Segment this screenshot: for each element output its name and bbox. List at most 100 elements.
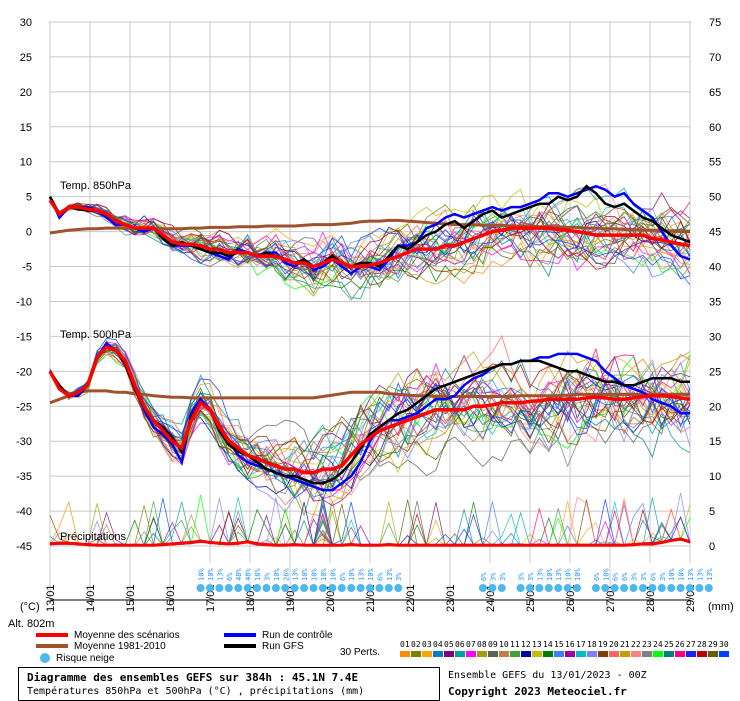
member-color-swatch [455,651,465,657]
left-unit-label: (°C) [20,601,40,613]
member-color-swatch [532,651,542,657]
snowflake-icon [620,584,629,592]
snow-label-bg [478,563,487,582]
info-box: Diagramme des ensembles GEFS sur 384h : … [18,667,440,701]
snow-risk-label: 13% [536,568,544,581]
snowflake-icon [488,584,497,592]
snow-label-bg [394,563,403,582]
member-number: 21 [620,640,630,649]
snow-label-bg [243,563,252,582]
left-tick-label: -10 [16,296,32,308]
member-color-swatch [653,651,663,657]
panel-label-t500: Temp. 500hPa [60,329,132,341]
panel-label-t850: Temp. 850hPa [60,180,132,192]
snow-label-bg [610,563,619,582]
right-tick-label: 25 [709,366,721,378]
snow-label-bg [704,563,713,582]
snow-label-bg [318,563,327,582]
snow-risk-label: 26% [282,568,290,581]
member-line [49,344,691,483]
snowflake-icon [638,584,647,592]
snow-label-bg [300,563,309,582]
left-tick-label: 15 [20,122,32,134]
left-tick-label: -35 [16,471,32,483]
snowflake-icon [601,584,610,592]
snowflake-icon [366,584,374,592]
left-axis-ticks: 30 25 20 15 10 5 0 -5 -10 -15 -20 -25 -30 -35 -40 -45 [16,17,32,553]
member-number: 30 [719,640,729,649]
legend-clim-swatch [36,644,68,649]
member-number: 25 [664,640,674,649]
right-tick-label: 40 [709,262,721,274]
legend-control-label: Run de contrôle [262,630,333,641]
member-number: 01 [400,640,410,649]
snow-risk-label: 6% [621,572,629,581]
left-tick-label: -15 [16,331,32,343]
legend-control-swatch [224,633,256,638]
member-number: 20 [609,640,619,649]
member-color-swatch [719,651,729,657]
snow-label-bg [366,563,374,582]
snowflake-icon [478,584,487,592]
t500-climatology-line [49,389,690,405]
snowflake-icon [516,584,525,592]
member-line [49,343,691,514]
right-tick-label: 50 [709,192,721,204]
snow-label-bg [554,563,563,582]
snowflake-icon [253,584,262,592]
main-series [48,184,691,547]
legend-snow: Risque neige [40,653,114,664]
snow-risk-label: 10% [367,568,375,581]
info-subtitle: Températures 850hPa et 500hPa (°C) , pré… [27,686,365,697]
snow-label-bg [271,563,280,582]
legend-clim: Moyenne 1981-2010 [36,641,166,652]
snow-risk-label: 13% [292,568,300,581]
member-number: 24 [653,640,663,649]
snowflake-icon [206,584,214,592]
member-line [49,347,691,496]
member-number: 15 [554,640,564,649]
snow-label-bg [601,563,610,582]
member-color-swatch [554,651,564,657]
snowflake-icon [554,584,563,592]
snow-risk-label: 13% [706,568,714,581]
member-line [49,334,691,481]
member-color-swatch [510,651,520,657]
member-line [49,344,691,469]
snow-label-bg [337,563,346,582]
member-color-swatch [686,651,696,657]
snow-risk-label: 6% [339,572,347,581]
snowflake-icon [686,584,694,592]
member-number: 10 [499,640,509,649]
member-line [49,347,691,489]
snowflake-icon [497,584,506,592]
snow-risk-label: 10% [678,568,686,581]
snow-label-bg [638,563,647,582]
snow-risk-label: 10% [668,568,676,581]
member-color-swatch [598,651,608,657]
precip-mean-line [49,537,691,547]
snowflake-icon [535,584,544,592]
left-tick-label: 0 [26,227,32,239]
snow-label-bg [384,563,393,582]
legend-gfs: Run GFS [224,641,304,652]
x-tick-label: 16/01 [165,584,177,612]
snow-label-bg [695,563,704,582]
snow-risk-label: 6% [376,572,384,581]
info-title: Diagramme des ensembles GEFS sur 384h : … [27,671,359,684]
member-color-swatch [488,651,498,657]
right-tick-label: 0 [709,541,715,553]
snow-label-bg [356,563,365,582]
snowflake-icon [290,584,299,592]
snow-risk-label: 48% [235,568,243,581]
member-number: 05 [444,640,454,649]
snowflake-icon [337,584,346,592]
t500-control-line [48,341,690,492]
snow-label-bg [224,563,233,582]
member-number: 26 [675,640,685,649]
member-number: 08 [477,640,487,649]
legend-gfs-swatch [224,644,256,649]
right-tick-label: 45 [709,227,721,239]
right-tick-label: 75 [709,17,721,29]
snow-label-bg [544,563,553,582]
